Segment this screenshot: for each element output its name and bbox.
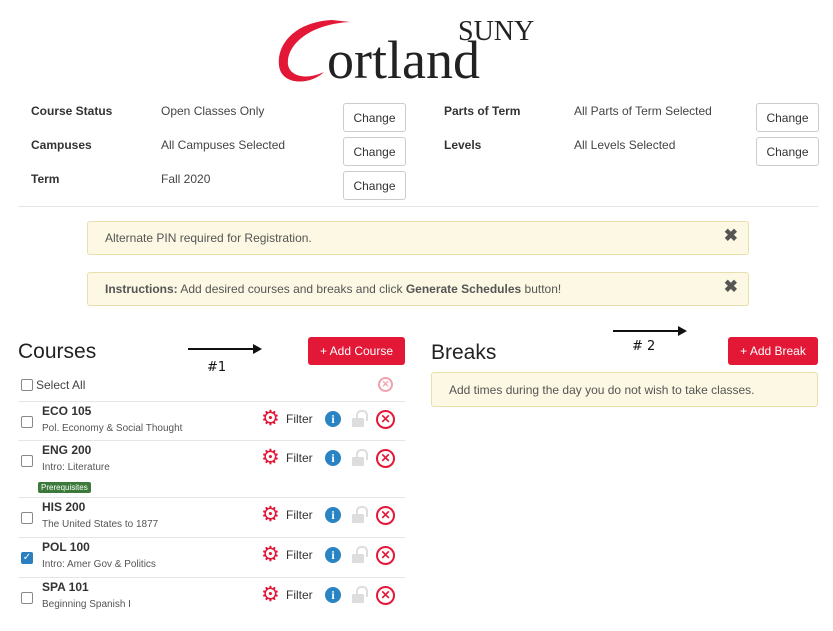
info-icon[interactable]: i: [325, 587, 341, 603]
svg-text:SUNY: SUNY: [458, 16, 534, 47]
info-icon[interactable]: i: [325, 450, 341, 466]
gear-icon[interactable]: ⚙: [261, 446, 280, 469]
divider: [18, 206, 818, 207]
course-checkbox[interactable]: ✓: [21, 552, 33, 564]
course-code: ENG 200: [42, 443, 92, 457]
instructions-text: Add desired courses and breaks and click: [177, 282, 406, 296]
levels-label: Levels: [444, 138, 482, 152]
unlock-icon[interactable]: [352, 506, 368, 523]
suny-cortland-logo: SUNY ortland: [278, 16, 534, 88]
course-title: Pol. Economy & Social Thought: [42, 423, 183, 434]
course-row: [18, 401, 405, 440]
prerequisites-badge[interactable]: Prerequisites: [38, 482, 91, 493]
course-title: Intro: Literature: [42, 462, 110, 473]
annotation-2: # 2: [632, 339, 656, 354]
courses-heading: Courses: [18, 340, 97, 363]
filter-button[interactable]: Filter: [286, 412, 313, 426]
instructions-label: Instructions:: [105, 282, 178, 296]
select-all-checkbox[interactable]: [21, 379, 33, 391]
remove-course-icon[interactable]: ✕: [376, 410, 395, 429]
arrow-annotation-2: [613, 326, 687, 336]
course-title: Beginning Spanish I: [42, 599, 131, 610]
remove-course-icon[interactable]: ✕: [376, 506, 395, 525]
parts-of-term-label: Parts of Term: [444, 104, 521, 118]
course-row: [18, 577, 405, 617]
filter-button[interactable]: Filter: [286, 548, 313, 562]
unlock-icon[interactable]: [352, 449, 368, 466]
info-icon[interactable]: i: [325, 507, 341, 523]
instructions-text-end: button!: [521, 282, 562, 296]
remove-course-icon[interactable]: ✕: [376, 449, 395, 468]
select-all-label: Select All: [36, 378, 86, 392]
info-icon[interactable]: i: [325, 411, 341, 427]
course-checkbox[interactable]: [21, 455, 33, 467]
generate-schedules-text: Generate Schedules: [405, 282, 522, 296]
course-code: HIS 200: [42, 500, 86, 514]
close-icon[interactable]: ✖: [723, 226, 738, 245]
change-course-status-button[interactable]: Change: [343, 103, 406, 132]
unlock-icon[interactable]: [352, 546, 368, 563]
gear-icon[interactable]: ⚙: [261, 583, 280, 606]
pin-alert: Alternate PIN required for Registration.…: [87, 221, 749, 255]
term-value: Fall 2020: [161, 172, 211, 186]
annotation-1: #1: [207, 360, 227, 375]
change-parts-of-term-button[interactable]: Change: [756, 103, 819, 132]
close-icon[interactable]: ✖: [723, 277, 738, 296]
filter-button[interactable]: Filter: [286, 508, 313, 522]
remove-course-icon[interactable]: ✕: [376, 546, 395, 565]
course-status-label: Course Status: [31, 104, 113, 118]
course-row: [18, 497, 405, 537]
change-term-button[interactable]: Change: [343, 171, 406, 200]
gear-icon[interactable]: ⚙: [261, 543, 280, 566]
course-checkbox[interactable]: [21, 512, 33, 524]
add-break-button[interactable]: + Add Break: [728, 337, 818, 365]
breaks-info: Add times during the day you do not wish…: [431, 372, 818, 407]
filter-button[interactable]: Filter: [286, 451, 313, 465]
gear-icon[interactable]: ⚙: [261, 407, 280, 430]
breaks-heading: Breaks: [431, 341, 497, 364]
parts-of-term-value: All Parts of Term Selected: [574, 104, 712, 118]
course-code: SPA 101: [42, 580, 89, 594]
add-course-button[interactable]: + Add Course: [308, 337, 405, 365]
instructions-alert: Instructions: Add desired courses and br…: [87, 272, 749, 306]
remove-all-icon[interactable]: ✕: [378, 377, 393, 392]
pin-alert-text: Alternate PIN required for Registration.: [105, 231, 312, 245]
course-row: [18, 537, 405, 577]
course-status-value: Open Classes Only: [161, 104, 265, 118]
course-row: [18, 440, 405, 497]
course-code: ECO 105: [42, 404, 92, 418]
course-checkbox[interactable]: [21, 592, 33, 604]
filter-button[interactable]: Filter: [286, 588, 313, 602]
campuses-label: Campuses: [31, 138, 92, 152]
levels-value: All Levels Selected: [574, 138, 676, 152]
unlock-icon[interactable]: [352, 586, 368, 603]
course-title: Intro: Amer Gov & Politics: [42, 559, 156, 570]
campuses-value: All Campuses Selected: [161, 138, 286, 152]
arrow-annotation-1: [188, 344, 262, 354]
course-checkbox[interactable]: [21, 416, 33, 428]
course-code: POL 100: [42, 540, 90, 554]
gear-icon[interactable]: ⚙: [261, 503, 280, 526]
svg-text:ortland: ortland: [327, 30, 480, 88]
term-label: Term: [31, 172, 60, 186]
change-campuses-button[interactable]: Change: [343, 137, 406, 166]
course-title: The United States to 1877: [42, 519, 159, 530]
change-levels-button[interactable]: Change: [756, 137, 819, 166]
unlock-icon[interactable]: [352, 410, 368, 427]
remove-course-icon[interactable]: ✕: [376, 586, 395, 605]
info-icon[interactable]: i: [325, 547, 341, 563]
